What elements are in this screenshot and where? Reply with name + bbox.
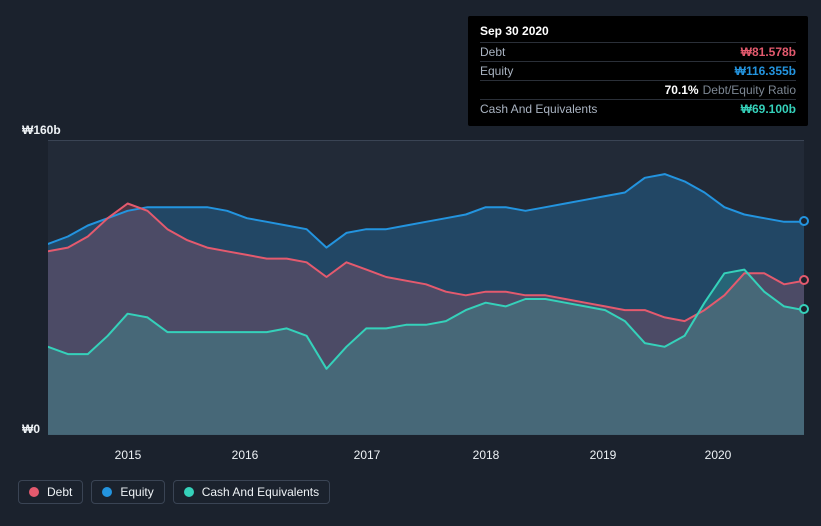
x-tick-2016: 2016 bbox=[232, 448, 259, 462]
tooltip-value: ₩81.578b bbox=[741, 45, 796, 59]
debt-equity-chart: Sep 30 2020 Debt ₩81.578b Equity ₩116.355b 7… bbox=[0, 0, 821, 526]
legend-swatch bbox=[29, 487, 39, 497]
x-tick-2018: 2018 bbox=[473, 448, 500, 462]
tooltip-suffix: Debt/Equity Ratio bbox=[703, 83, 796, 97]
y-axis-min-label: ₩0 bbox=[22, 422, 40, 436]
tooltip-date: Sep 30 2020 bbox=[480, 24, 796, 42]
tooltip-label: Equity bbox=[480, 64, 513, 78]
tooltip-row: Equity ₩116.355b bbox=[480, 61, 796, 80]
legend-item-debt[interactable]: Debt bbox=[18, 480, 83, 504]
tooltip-value: ₩116.355b bbox=[735, 64, 796, 78]
plot-area[interactable] bbox=[48, 140, 804, 434]
cash-end-marker bbox=[799, 304, 809, 314]
tooltip-label: Cash And Equivalents bbox=[480, 102, 597, 116]
legend-swatch bbox=[102, 487, 112, 497]
debt-end-marker bbox=[799, 275, 809, 285]
chart-svg bbox=[48, 141, 804, 435]
x-tick-2015: 2015 bbox=[115, 448, 142, 462]
x-tick-2019: 2019 bbox=[590, 448, 617, 462]
legend-item-equity[interactable]: Equity bbox=[91, 480, 164, 504]
y-axis-max-label: ₩160b bbox=[22, 123, 61, 137]
tooltip-row: Debt ₩81.578b bbox=[480, 42, 796, 61]
x-tick-2020: 2020 bbox=[705, 448, 732, 462]
legend-swatch bbox=[184, 487, 194, 497]
chart-tooltip: Sep 30 2020 Debt ₩81.578b Equity ₩116.355b 7… bbox=[468, 16, 808, 126]
tooltip-row: Cash And Equivalents ₩69.100b bbox=[480, 99, 796, 118]
tooltip-label: Debt bbox=[480, 45, 505, 59]
equity-end-marker bbox=[799, 216, 809, 226]
legend-label: Cash And Equivalents bbox=[202, 485, 319, 499]
legend-item-cash-and-equivalents[interactable]: Cash And Equivalents bbox=[173, 480, 330, 504]
x-tick-2017: 2017 bbox=[354, 448, 381, 462]
chart-legend: Debt Equity Cash And Equivalents bbox=[18, 480, 330, 504]
tooltip-row: 70.1%Debt/Equity Ratio bbox=[480, 80, 796, 99]
tooltip-value: 70.1%Debt/Equity Ratio bbox=[665, 83, 796, 97]
tooltip-value: ₩69.100b bbox=[741, 102, 796, 116]
legend-label: Equity bbox=[120, 485, 153, 499]
legend-label: Debt bbox=[47, 485, 72, 499]
